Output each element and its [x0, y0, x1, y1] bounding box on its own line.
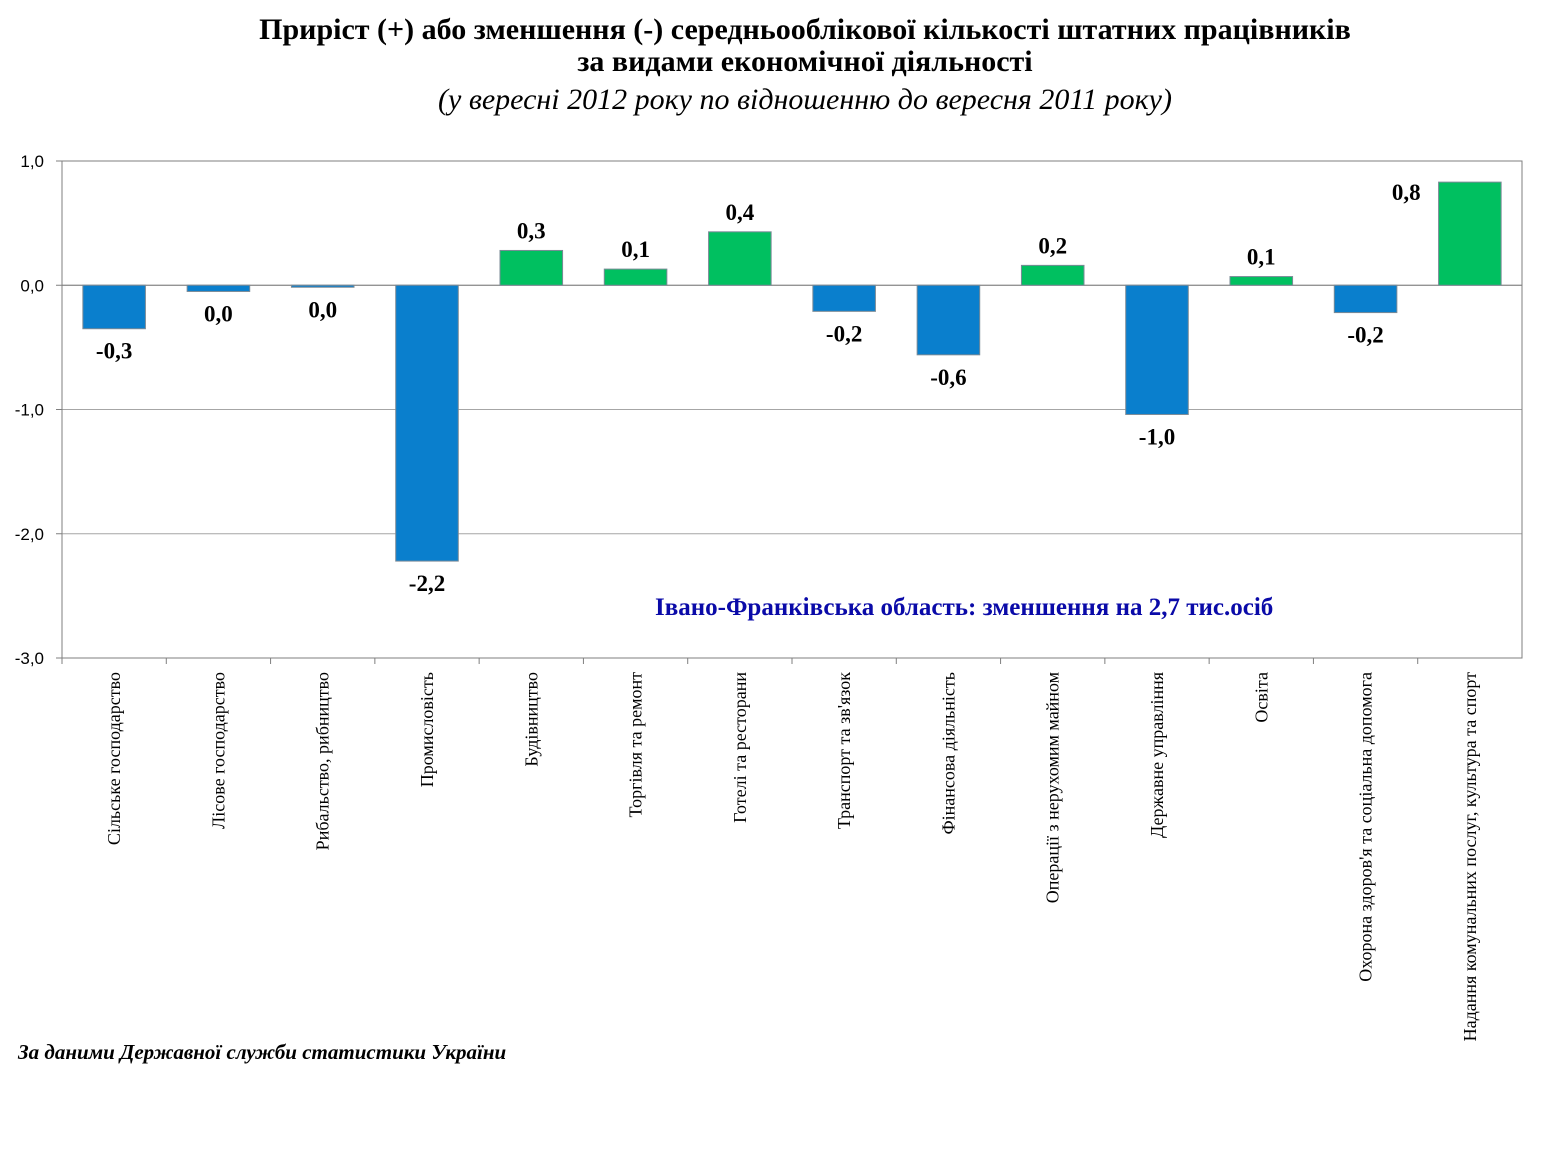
bar: [1125, 284, 1189, 415]
x-category-label: Операції з нерухомим майном: [1043, 672, 1063, 903]
x-category-label: Державне управління: [1147, 672, 1167, 838]
bar: [603, 268, 668, 286]
x-category-label: Торгівля та ремонт: [626, 672, 646, 818]
x-category-label: Готелі та ресторани: [730, 672, 750, 823]
bar: [395, 284, 459, 562]
data-label: -1,0: [1139, 424, 1175, 449]
grid-lines: [56, 160, 1522, 664]
region-summary-annotation: Івано-Франківська область: зменшення на …: [655, 594, 1274, 621]
x-category-label: Охорона здоров'я та соціальна допомога: [1356, 672, 1376, 982]
y-tick-label: -2,0: [15, 525, 44, 544]
y-tick-label: 0,0: [20, 276, 44, 295]
chart-title-block: Приріст (+) або зменшення (-) середньооб…: [0, 14, 1555, 118]
x-axis-category-labels: Сільське господарство Лісове господарство…: [104, 672, 1480, 1042]
data-label: 0,0: [204, 301, 233, 326]
bars: [82, 181, 1502, 562]
y-axis-tick-labels: 1,0 0,0 -1,0 -2,0 -3,0: [15, 152, 44, 668]
bar: [1333, 284, 1398, 314]
x-category-label: Промисловість: [417, 672, 437, 787]
x-category-label: Фінансова діяльність: [938, 672, 958, 835]
chart-title-line-2: за видами економічної діяльності: [577, 45, 1033, 78]
bar: [812, 284, 876, 312]
data-label: 0,8: [1392, 180, 1421, 205]
data-label: -0,6: [930, 365, 966, 390]
source-note: За даними Державної служби статистики Ук…: [18, 1040, 507, 1064]
chart-subtitle: (у вересні 2012 року по відношенню до ве…: [438, 83, 1172, 116]
bar: [1229, 276, 1294, 286]
data-label: 0,3: [517, 218, 546, 243]
x-category-label: Лісове господарство: [208, 672, 228, 829]
x-category-label: Освіта: [1251, 672, 1271, 723]
y-tick-label: -3,0: [15, 649, 44, 668]
bar: [916, 284, 981, 356]
data-label: -0,3: [96, 339, 132, 364]
data-label: -0,2: [1347, 323, 1383, 348]
data-label: 0,1: [621, 237, 650, 262]
chart-title-line-1: Приріст (+) або зменшення (-) середньооб…: [259, 13, 1351, 46]
bar: [1438, 181, 1502, 286]
data-label: -0,2: [826, 321, 862, 346]
data-label: 0,2: [1038, 233, 1067, 258]
bar: [290, 284, 355, 288]
bar: [499, 249, 564, 286]
data-label: 0,1: [1247, 245, 1276, 270]
plot-area-frame: [61, 160, 1523, 659]
bar: [82, 284, 146, 330]
y-tick-label: 1,0: [20, 152, 44, 171]
bar: [708, 231, 772, 286]
x-category-label: Будівництво: [521, 672, 541, 767]
data-label: -2,2: [409, 571, 445, 596]
y-tick-label: -1,0: [15, 401, 44, 420]
x-category-label: Сільське господарство: [104, 672, 124, 845]
data-labels: -0,3 0,0 0,0 -2,2 0,3 0,1 0,4 -0,2 -0,6 0,2 -1,0 0,…: [96, 180, 1421, 596]
data-label: 0,4: [725, 200, 754, 225]
x-category-label: Транспорт та зв'язок: [834, 672, 854, 829]
bar: [186, 284, 251, 292]
x-category-label: Рибальство, рибництво: [313, 672, 333, 850]
data-label: 0,0: [308, 297, 337, 322]
x-category-label: Надання комунальних послуг, культура та …: [1460, 672, 1480, 1041]
bar: [1020, 264, 1085, 286]
